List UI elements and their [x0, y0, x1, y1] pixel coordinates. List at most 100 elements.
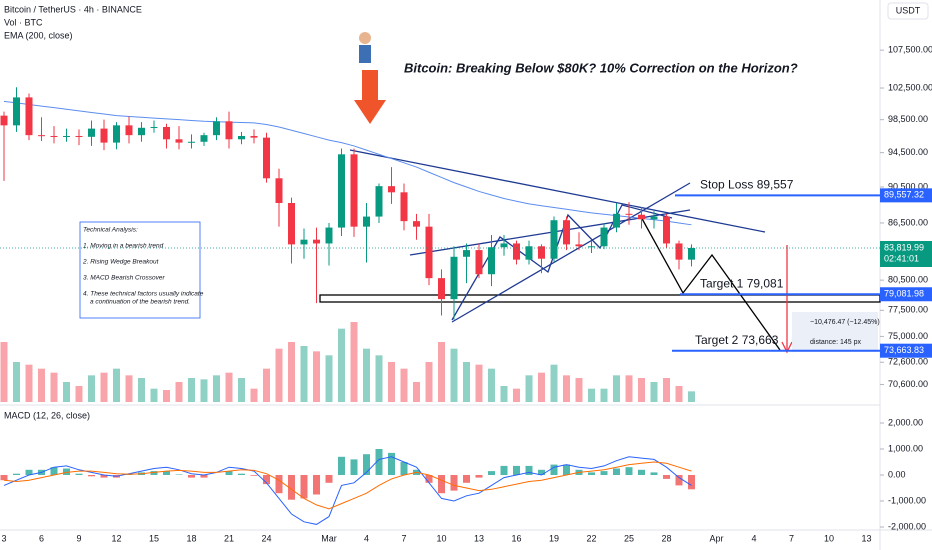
candle-body	[125, 125, 133, 136]
ema-line	[3, 100, 692, 226]
candle-body	[100, 128, 108, 143]
x-tick-label: 7	[789, 533, 794, 543]
candle-body	[638, 214, 645, 220]
y-tick-label: 72,600.00	[888, 357, 928, 367]
macd-histogram-bar	[450, 475, 458, 491]
macd-histogram-bar	[63, 468, 70, 476]
level-text: Target 2 73,663	[695, 333, 779, 347]
x-tick-label: 19	[549, 533, 559, 543]
macd-histogram-bar	[13, 473, 20, 476]
y-tick-label: 80,500.00	[888, 275, 928, 285]
volume-bar	[425, 362, 433, 402]
volume-bar	[675, 386, 683, 402]
volume-bar	[463, 362, 470, 402]
volume-bar	[25, 364, 33, 402]
candle-body	[275, 178, 283, 204]
macd-histogram-bar	[325, 475, 333, 483]
ema-legend: EMA (200, close)	[4, 30, 73, 40]
macd-histogram-bar	[0, 475, 8, 481]
volume-bar	[625, 375, 633, 402]
macd-histogram-bar	[338, 456, 345, 476]
candle-body	[475, 250, 483, 275]
macd-histogram-bar	[188, 475, 195, 478]
volume-bar	[238, 378, 245, 402]
candle-body	[225, 121, 233, 140]
candle-body	[450, 256, 458, 300]
volume-bar	[538, 372, 545, 402]
x-tick-label: 16	[511, 533, 521, 543]
y-tick-label: 77,500.00	[888, 305, 928, 315]
candle-body	[338, 154, 345, 228]
volume-bar	[175, 382, 183, 402]
volume-bar	[313, 351, 320, 402]
volume-bar	[575, 378, 583, 402]
volume-bar	[300, 346, 308, 402]
volume-bar	[188, 378, 195, 402]
macd-histogram-bar	[388, 452, 395, 476]
volume-bar	[113, 368, 120, 402]
macd-histogram-bar	[125, 474, 133, 476]
x-tick-label: Apr	[709, 533, 723, 543]
currency-box[interactable]	[887, 2, 929, 20]
level-tag	[880, 188, 932, 203]
currency[interactable]: USDT	[896, 5, 921, 15]
candle-body	[675, 243, 683, 260]
chart-title: Bitcoin: Breaking Below $80K? 10% Correc…	[404, 60, 798, 75]
volume-bar	[75, 386, 83, 402]
candle-body	[263, 137, 270, 179]
macd-histogram-bar	[488, 471, 495, 476]
candle-body	[138, 127, 145, 136]
x-tick-label: 6	[39, 533, 44, 543]
candle-body	[500, 243, 508, 248]
candle-body	[350, 154, 358, 227]
candle-body	[650, 216, 658, 220]
macd-histogram-bar	[250, 475, 258, 476]
candle-body	[363, 216, 370, 227]
volume-bar	[550, 364, 558, 402]
macd-histogram-bar	[625, 467, 633, 476]
macd-histogram-bar	[400, 462, 408, 476]
candle-body	[613, 213, 620, 228]
signal-line	[3, 461, 692, 510]
candle-body	[575, 244, 583, 247]
candle-body	[413, 221, 420, 227]
macd-histogram-bar	[225, 471, 233, 476]
candle-body	[163, 126, 170, 140]
macd-histogram-bar	[50, 467, 58, 476]
volume-bar	[288, 342, 295, 402]
candle-body	[50, 135, 58, 137]
volume-legend: Vol · BTC	[4, 17, 43, 27]
analysis-box: Technical Analysis: 1. Moving in a beari…	[79, 221, 204, 319]
candle-body	[13, 97, 20, 126]
candle-body	[75, 135, 83, 137]
analysis-point: 1. Moving in a bearish trend	[83, 243, 164, 250]
macd-histogram-bar	[438, 475, 445, 494]
measure-box: −10,476.47 (−12.45%) distance: 145 px	[792, 312, 880, 352]
candle-body	[0, 115, 8, 126]
candle-body	[325, 227, 333, 244]
x-tick-label: 21	[224, 533, 234, 543]
volume-bar	[263, 368, 270, 402]
macd-histogram-bar	[538, 469, 545, 476]
volume-bar	[100, 372, 108, 402]
macd-histogram-bar	[75, 473, 83, 476]
analysis-point: 4. These technical factors usually indic…	[83, 291, 204, 298]
candle-body	[513, 243, 520, 260]
volume-bar	[13, 362, 20, 402]
level-tag	[880, 343, 932, 358]
y-tick-label: 94,500.00	[888, 147, 928, 157]
candle-body	[213, 121, 220, 136]
macd-histogram-bar	[88, 475, 95, 477]
x-tick-label: 13	[861, 533, 871, 543]
y-tick-label: 70,600.00	[888, 379, 928, 389]
macd-histogram-bar	[475, 475, 483, 478]
drawings	[349, 149, 793, 354]
volume-bar	[225, 372, 233, 402]
volume-bar	[63, 382, 70, 402]
candle-body	[463, 250, 470, 257]
volume-bar	[0, 342, 8, 402]
macd-histogram-bar	[363, 454, 370, 476]
y-tick-label: -1,000.00	[888, 495, 926, 505]
volume-bar	[513, 388, 520, 402]
